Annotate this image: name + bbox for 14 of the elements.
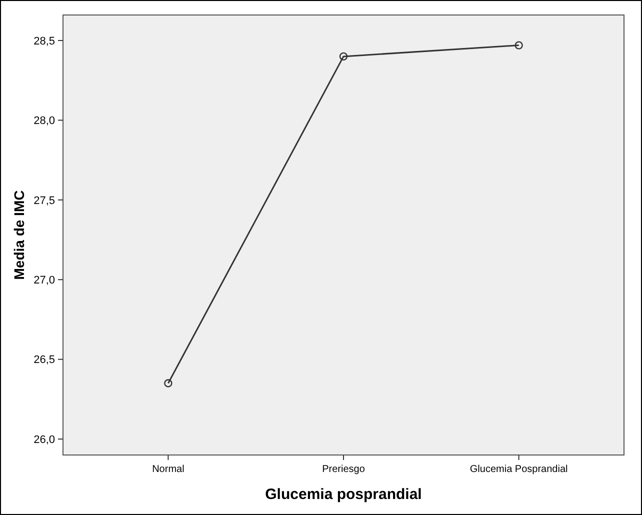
x-axis-title: Glucemia posprandial [265,486,422,503]
y-tick-label: 27,0 [34,274,55,286]
x-tick-label: Glucemia Posprandial [470,464,568,475]
point [514,41,523,50]
y-tick-label: 26,0 [34,434,55,446]
y-tick-label: 26,5 [34,354,55,366]
point [164,379,172,388]
y-tick-label: 28,5 [34,35,55,48]
x-tick-label: Normal [152,464,184,475]
point [339,52,348,61]
y-tick-label: 27,5 [34,194,55,207]
y-tick-label: 28,0 [34,115,55,128]
x-tick-label: Preriesgo [322,464,366,475]
y-axis-title: Media de IMC [11,190,27,280]
